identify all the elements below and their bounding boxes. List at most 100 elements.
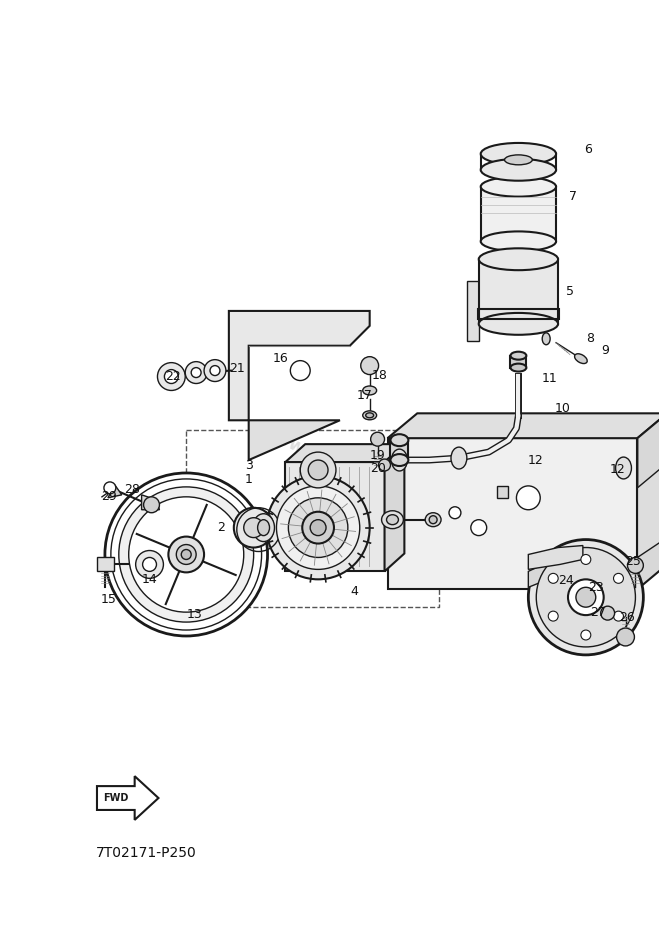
Text: 14: 14 [142, 573, 158, 586]
Text: 25: 25 [626, 555, 641, 568]
Text: FWD: FWD [103, 793, 128, 803]
Polygon shape [528, 546, 583, 569]
Text: 3: 3 [245, 459, 253, 472]
Circle shape [142, 558, 156, 571]
Circle shape [158, 362, 185, 390]
Bar [186, 431, 439, 607]
Circle shape [267, 475, 369, 579]
Polygon shape [285, 445, 404, 462]
Circle shape [308, 461, 328, 480]
Ellipse shape [451, 447, 467, 469]
Polygon shape [142, 495, 160, 510]
Circle shape [616, 628, 634, 646]
Circle shape [516, 486, 540, 510]
Bar [478, 309, 559, 319]
Circle shape [291, 360, 310, 381]
Circle shape [289, 498, 348, 558]
Polygon shape [387, 414, 662, 438]
Text: 11: 11 [542, 372, 557, 385]
Ellipse shape [258, 519, 269, 535]
Polygon shape [638, 414, 662, 590]
Bar [496, 486, 508, 498]
Polygon shape [249, 420, 340, 461]
Circle shape [548, 574, 558, 583]
Bar [387, 438, 638, 590]
Text: www.impex-jp.com: www.impex-jp.com [271, 427, 449, 533]
Circle shape [542, 571, 594, 623]
Text: 12: 12 [610, 463, 626, 476]
Circle shape [118, 487, 254, 622]
Text: 15: 15 [101, 592, 117, 606]
Circle shape [628, 558, 643, 574]
Ellipse shape [391, 454, 408, 466]
Circle shape [185, 361, 207, 384]
Circle shape [244, 518, 263, 537]
Ellipse shape [253, 514, 275, 542]
Circle shape [614, 574, 624, 583]
Ellipse shape [510, 352, 526, 359]
Ellipse shape [381, 511, 403, 529]
Ellipse shape [510, 363, 526, 372]
Bar [510, 356, 526, 368]
Circle shape [568, 579, 604, 615]
Text: 1: 1 [245, 474, 253, 487]
Circle shape [105, 473, 267, 636]
Polygon shape [467, 281, 508, 341]
Text: 24: 24 [558, 574, 574, 587]
Bar [285, 462, 385, 571]
Ellipse shape [481, 159, 556, 181]
Ellipse shape [479, 313, 558, 335]
Circle shape [111, 479, 261, 630]
Circle shape [168, 536, 204, 573]
Text: 23: 23 [588, 580, 604, 593]
Ellipse shape [479, 248, 558, 271]
Circle shape [277, 486, 359, 569]
Text: 20: 20 [369, 461, 385, 475]
Polygon shape [229, 311, 369, 420]
Ellipse shape [363, 411, 377, 419]
Polygon shape [528, 562, 563, 587]
Text: 13: 13 [186, 607, 202, 621]
Bar [391, 440, 408, 461]
Circle shape [471, 519, 487, 535]
Circle shape [176, 545, 196, 564]
Circle shape [234, 507, 273, 548]
Ellipse shape [387, 515, 399, 525]
Bar [481, 186, 556, 241]
Circle shape [164, 370, 178, 384]
Text: 7T02171-P250: 7T02171-P250 [96, 846, 197, 859]
Circle shape [614, 611, 624, 622]
Text: 26: 26 [620, 610, 636, 623]
Text: 8: 8 [586, 332, 594, 345]
Circle shape [581, 630, 591, 640]
Circle shape [581, 554, 591, 564]
Circle shape [301, 452, 336, 488]
Circle shape [128, 497, 244, 612]
Ellipse shape [504, 154, 532, 165]
Circle shape [181, 549, 191, 560]
Circle shape [204, 359, 226, 382]
Circle shape [554, 583, 582, 611]
Text: 6: 6 [584, 143, 592, 156]
Circle shape [449, 506, 461, 519]
Circle shape [310, 519, 326, 535]
Text: 5: 5 [566, 285, 574, 298]
Circle shape [600, 607, 614, 620]
Circle shape [379, 459, 391, 471]
Text: 22: 22 [166, 370, 181, 383]
Circle shape [191, 368, 201, 377]
Ellipse shape [363, 386, 377, 395]
Circle shape [136, 550, 164, 578]
Text: 2: 2 [217, 521, 225, 534]
Polygon shape [97, 558, 114, 571]
Text: 10: 10 [555, 402, 571, 415]
Polygon shape [108, 485, 122, 498]
Ellipse shape [616, 457, 632, 479]
Circle shape [210, 366, 220, 375]
Circle shape [144, 497, 160, 513]
Ellipse shape [391, 434, 408, 446]
Ellipse shape [425, 513, 441, 527]
Text: 9: 9 [602, 344, 610, 358]
Circle shape [528, 539, 643, 655]
Text: 19: 19 [370, 448, 385, 461]
